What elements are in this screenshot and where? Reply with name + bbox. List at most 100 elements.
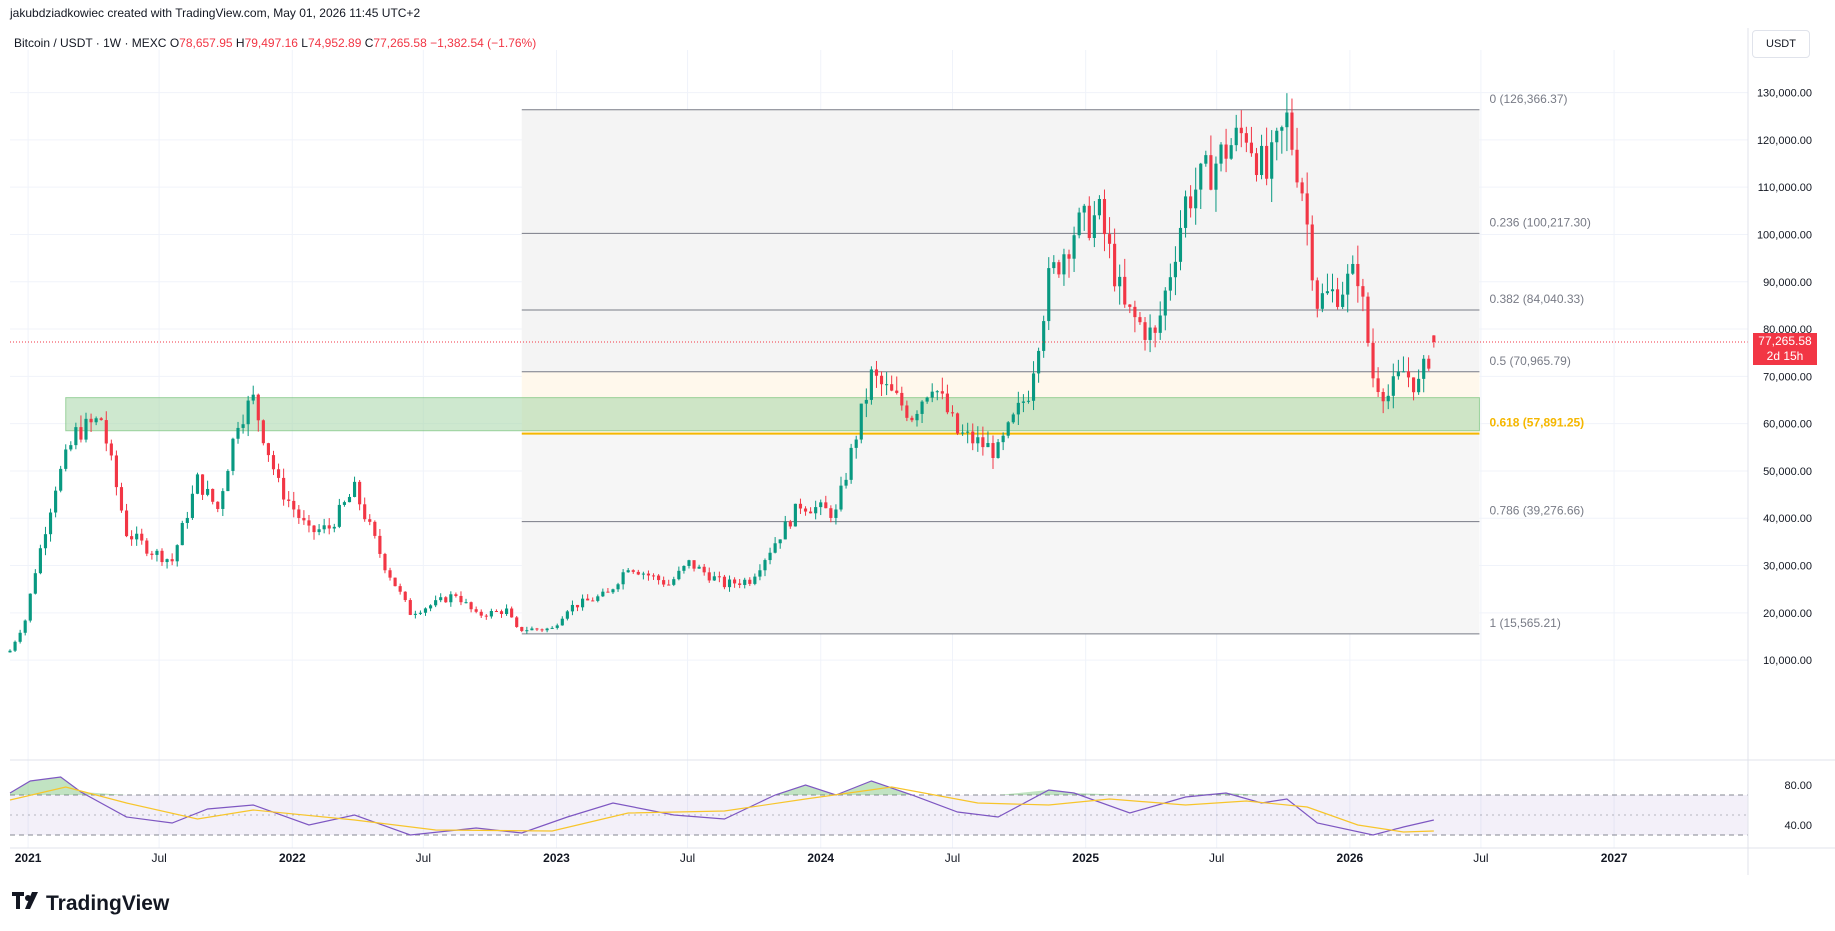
candle-body [910,417,914,421]
candle-body [1092,215,1096,238]
candle-body [616,584,620,590]
candle-body [33,573,37,594]
candle-body [454,594,458,596]
candle-body [849,447,853,480]
candle-body [981,437,985,448]
candle-body [226,470,230,492]
candle-body [945,393,949,413]
candle-body [231,438,235,471]
candle-body [722,576,727,588]
candle-body [195,474,200,494]
fib-band [521,309,1480,372]
candle-body [581,598,585,608]
currency-button[interactable]: USDT [1752,30,1810,58]
candle-body [1239,127,1243,134]
candle-body [641,573,645,575]
candle-body [803,508,808,512]
candle-body [1011,414,1015,423]
candle-body [363,504,367,520]
candle-body [991,443,995,458]
candle-body [971,431,975,444]
candle-body [256,394,260,421]
candle-body [768,552,772,561]
candle-body [920,401,924,414]
candle-body [114,455,118,488]
candle-body [510,608,514,618]
candle-body [545,628,549,631]
fib-level-label: 0.382 (84,040.33) [1489,292,1584,306]
candle-body [378,535,382,554]
candle-body [266,443,270,456]
candle-body [418,612,423,614]
ohlc-legend: Bitcoin / USDT · 1W · MEXC O78,657.95 H7… [14,36,536,50]
candle-body [398,586,402,592]
candle-body [586,598,590,601]
candle-body [94,418,98,423]
candle-body [555,625,559,628]
candle-body [677,570,681,580]
candle-body [1183,196,1188,228]
candle-body [428,605,433,609]
candle-body [727,579,732,588]
candle-body [1371,342,1375,379]
y-tick-label: 60,000.00 [1763,419,1812,431]
candle-body [124,510,129,537]
y-tick-label: 130,000.00 [1757,88,1812,100]
candle-body [1341,294,1345,307]
candle-body [190,493,194,518]
candle-body [788,521,792,527]
candle-body [950,412,955,414]
candle-body [793,503,797,527]
symbol-label[interactable]: Bitcoin / USDT · 1W · MEXC [14,36,167,50]
candle-body [601,591,605,597]
candle-body [1123,276,1127,305]
candle-body [48,512,53,535]
candle-body [297,509,301,518]
fib-level-label: 0 (126,366.37) [1489,92,1567,106]
candle-body [1315,280,1319,309]
candle-body [1254,153,1259,176]
candle-body [1300,182,1304,194]
candle-body [312,525,316,533]
candle-body [646,573,651,576]
candle-body [1062,254,1066,275]
candle-body [687,560,691,566]
candle-body [1330,289,1335,292]
candle-body [1189,196,1193,209]
tradingview-logo[interactable]: TradingView [12,892,169,916]
candle-body [408,600,412,615]
candle-body [1143,322,1147,340]
candle-body [1249,142,1253,154]
candle-body [1290,112,1294,150]
candle-body [1153,327,1157,333]
candle-body [864,399,868,404]
candle-body [1417,378,1421,393]
candle-body [246,400,250,425]
candle-body [844,479,848,486]
candle-body [1047,268,1051,322]
candle-body [575,604,580,608]
candle-body [1087,205,1091,238]
candle-body [352,481,357,497]
candle-body [1128,304,1132,307]
candle-body [895,390,899,393]
candle-body [1280,127,1284,131]
candle-body [682,565,686,571]
x-tick-label: 2026 [1337,851,1364,865]
candle-body [621,572,625,585]
candle-body [591,600,595,602]
candle-body [1037,350,1041,374]
candle-body [1042,321,1046,351]
candle-body [565,611,569,619]
candle-body [332,526,336,529]
candle-body [317,529,321,533]
x-tick-label: Jul [1473,851,1488,865]
candle-body [165,559,169,563]
candle-body [241,424,245,428]
candle-body [261,420,265,444]
candle-body [1386,395,1390,402]
candle-body [1427,358,1431,369]
candle-body [697,566,701,569]
candle-body [1082,205,1086,213]
